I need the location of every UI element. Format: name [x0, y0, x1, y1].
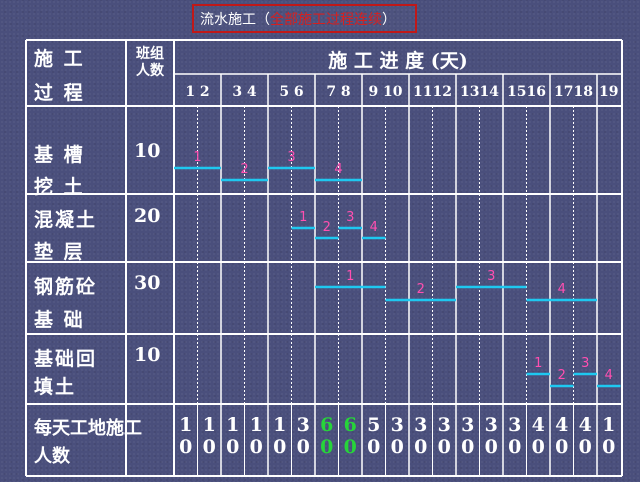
segment-label: 3: [487, 269, 496, 284]
header-crew-line2: 人数: [136, 63, 164, 79]
header-process-line2: 过 程: [34, 82, 85, 104]
title-main: 流水施工: [200, 11, 256, 28]
process-2-line1: 混凝土: [34, 209, 98, 231]
header-process-line1: 施 工: [34, 48, 85, 70]
process-1-line1: 基 槽: [34, 144, 85, 166]
process-2-crew: 20: [134, 205, 161, 227]
segment-label: 2: [416, 282, 425, 297]
process-4-line2: 填土: [34, 376, 77, 398]
segment-label: 4: [369, 220, 378, 235]
process-3-line1: 钢筋砼: [34, 276, 98, 298]
process-4-line1: 基础回: [34, 348, 98, 370]
segment-label: 2: [240, 162, 249, 177]
process-1-line2: 挖 土: [34, 176, 85, 198]
segment-label: 1: [299, 210, 308, 225]
segment-label: 1: [534, 356, 543, 371]
day-label: 9 10: [368, 84, 403, 100]
process-4-crew: 10: [134, 344, 161, 366]
day-label: 3 4: [232, 84, 257, 100]
segment-label: 2: [557, 368, 566, 383]
process-3-crew: 30: [134, 272, 161, 294]
segment-label: 4: [557, 282, 566, 297]
day-label: 1718: [554, 84, 593, 100]
title-highlight: 全部施工过程连续: [270, 11, 382, 28]
day-label: 1112: [413, 84, 452, 100]
schedule-title: 施 工 进 度 (天): [328, 50, 468, 72]
day-label: 7 8: [326, 84, 351, 100]
header-crew-line1: 班组: [136, 46, 164, 62]
segment-label: 3: [581, 356, 590, 371]
daily-total-label-line2: 人数: [34, 446, 70, 467]
day-label: 5 6: [279, 84, 304, 100]
day-label: 1314: [460, 84, 499, 100]
process-1-crew: 10: [134, 140, 161, 162]
process-2-line2: 垫 层: [34, 241, 85, 263]
segment-label: 2: [322, 220, 331, 235]
process-3-line2: 基 础: [34, 309, 85, 331]
segment-label: 1: [346, 269, 355, 284]
segment-label: 1: [193, 150, 202, 165]
day-label: 1516: [507, 84, 546, 100]
title-paren-open: （: [256, 11, 270, 28]
title-paren-close: ）: [382, 11, 396, 28]
segment-label: 4: [334, 162, 343, 177]
day-label: 1 2: [185, 84, 210, 100]
slide-title: 流水施工（全部施工过程连续）: [192, 4, 417, 33]
segment-label: 3: [287, 150, 296, 165]
daily-total-label-line1: 每天工地施工: [34, 418, 142, 439]
day-label: 19: [599, 84, 619, 100]
segment-label: 3: [346, 210, 355, 225]
segment-label: 4: [604, 368, 613, 383]
